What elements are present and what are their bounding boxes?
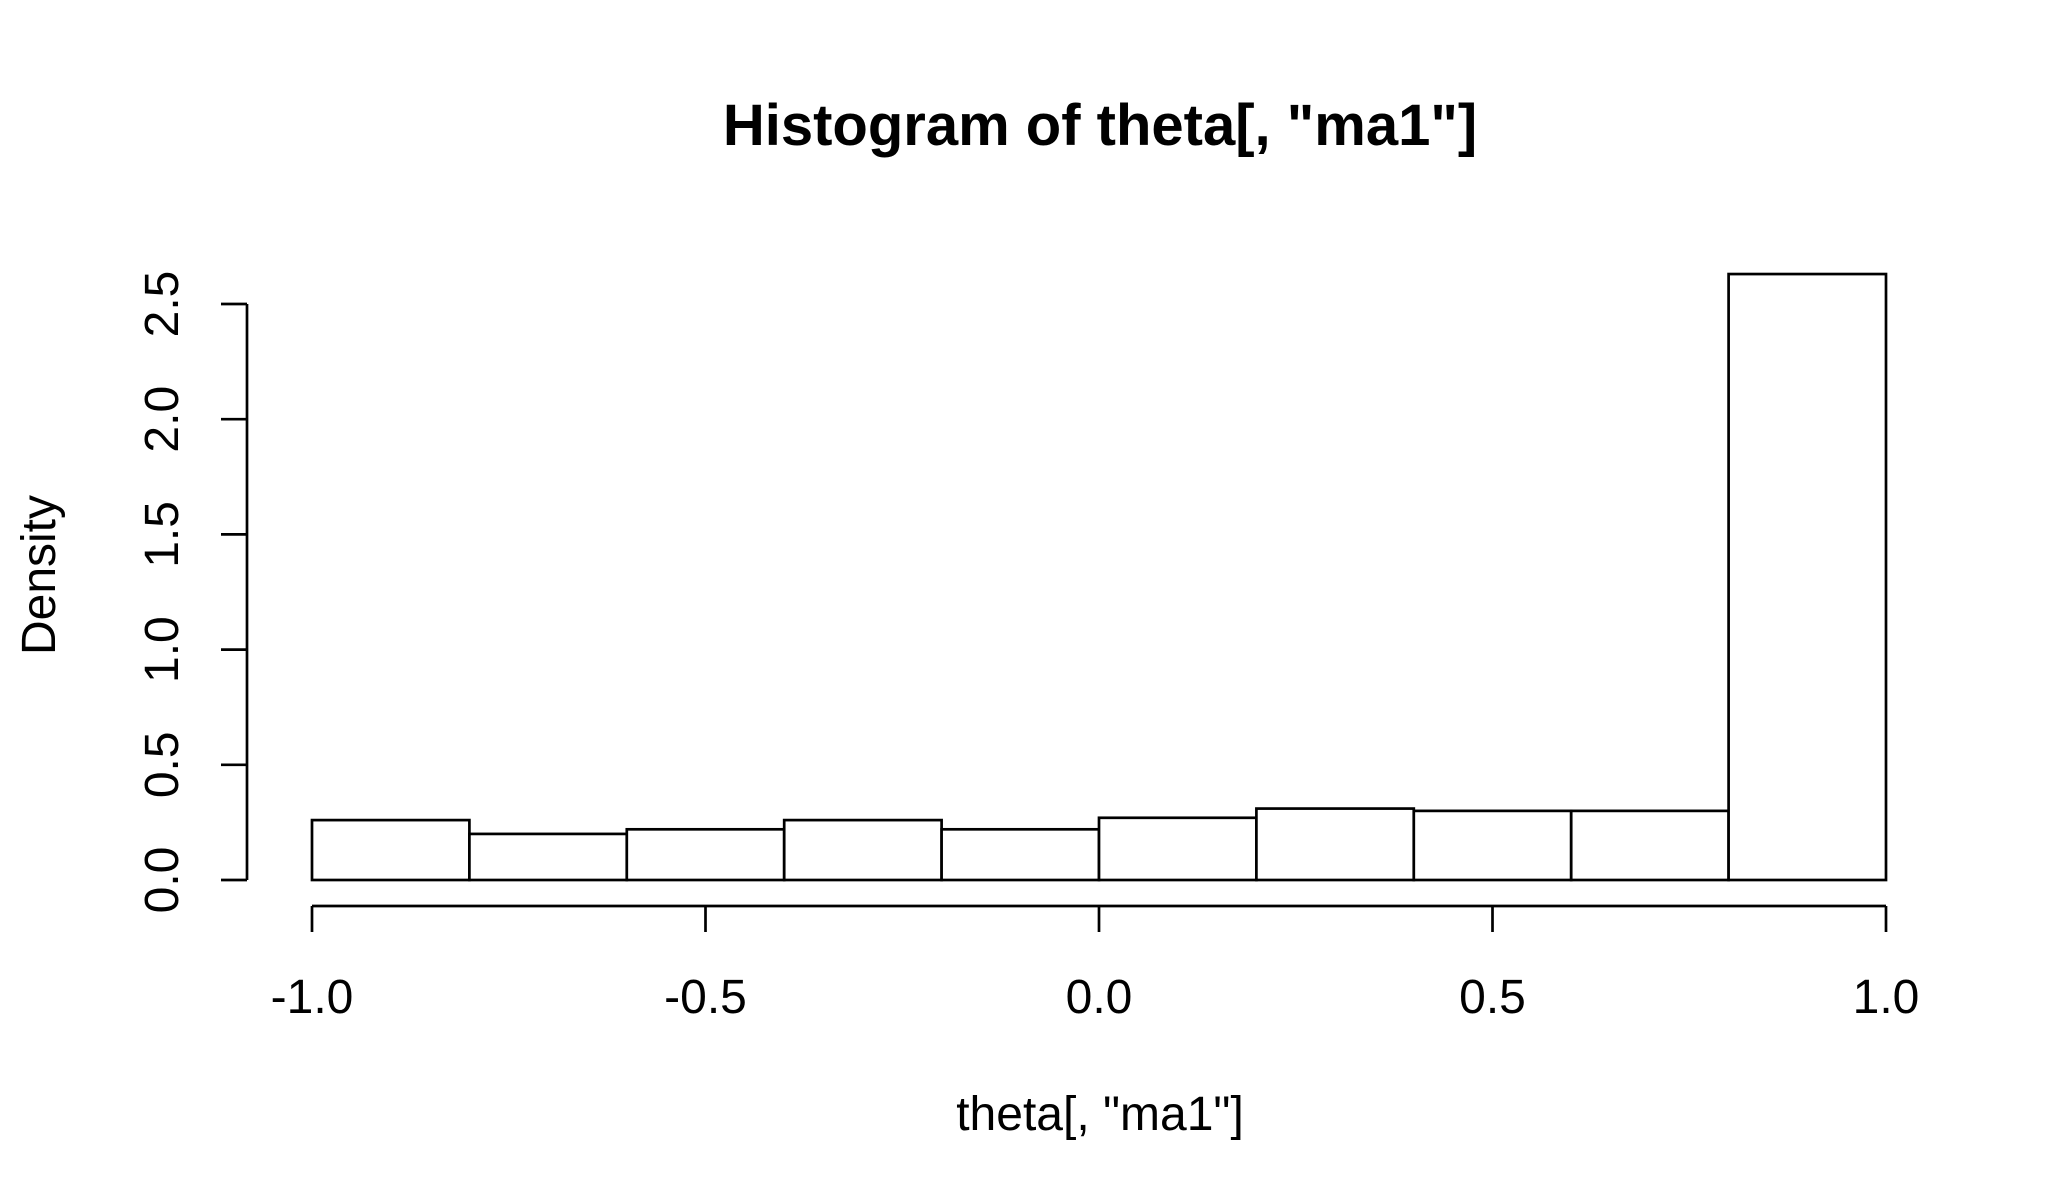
- y-axis: 0.0 0.5 1.0 1.5 2.0 2.5: [136, 271, 249, 914]
- bars-layer: [310, 272, 1888, 882]
- y-tick-label-1: 0.5: [136, 731, 189, 798]
- y-tick-label-3: 1.5: [136, 501, 189, 568]
- histogram-bar-8: [1569, 809, 1730, 882]
- x-tick-label-0: -1.0: [271, 971, 354, 1024]
- histogram-bar-0: [310, 818, 471, 882]
- x-tick-label-3: 0.5: [1459, 971, 1526, 1024]
- y-tick-label-4: 2.0: [136, 386, 189, 453]
- histogram-bar-1: [468, 832, 629, 882]
- x-axis: -1.0 -0.5 0.0 0.5 1.0: [271, 904, 1920, 1024]
- histogram-bar-2: [625, 827, 786, 882]
- x-tick-label-1: -0.5: [664, 971, 747, 1024]
- histogram-bar-4: [940, 827, 1101, 882]
- histogram-bar-9: [1727, 272, 1888, 882]
- histogram-bar-7: [1412, 809, 1573, 882]
- y-tick-label-2: 1.0: [136, 616, 189, 683]
- y-tick-label-0: 0.0: [136, 847, 189, 914]
- histogram-bar-6: [1255, 807, 1416, 882]
- x-tick-label-4: 1.0: [1853, 971, 1920, 1024]
- y-tick-label-5: 2.5: [136, 271, 189, 338]
- chart-title: Histogram of theta[, "ma1"]: [723, 93, 1477, 158]
- y-axis-label: Density: [13, 495, 66, 655]
- histogram-bar-3: [782, 818, 943, 882]
- x-axis-label: theta[, "ma1"]: [956, 1088, 1244, 1141]
- histogram-bar-5: [1097, 816, 1258, 882]
- x-tick-label-2: 0.0: [1066, 971, 1133, 1024]
